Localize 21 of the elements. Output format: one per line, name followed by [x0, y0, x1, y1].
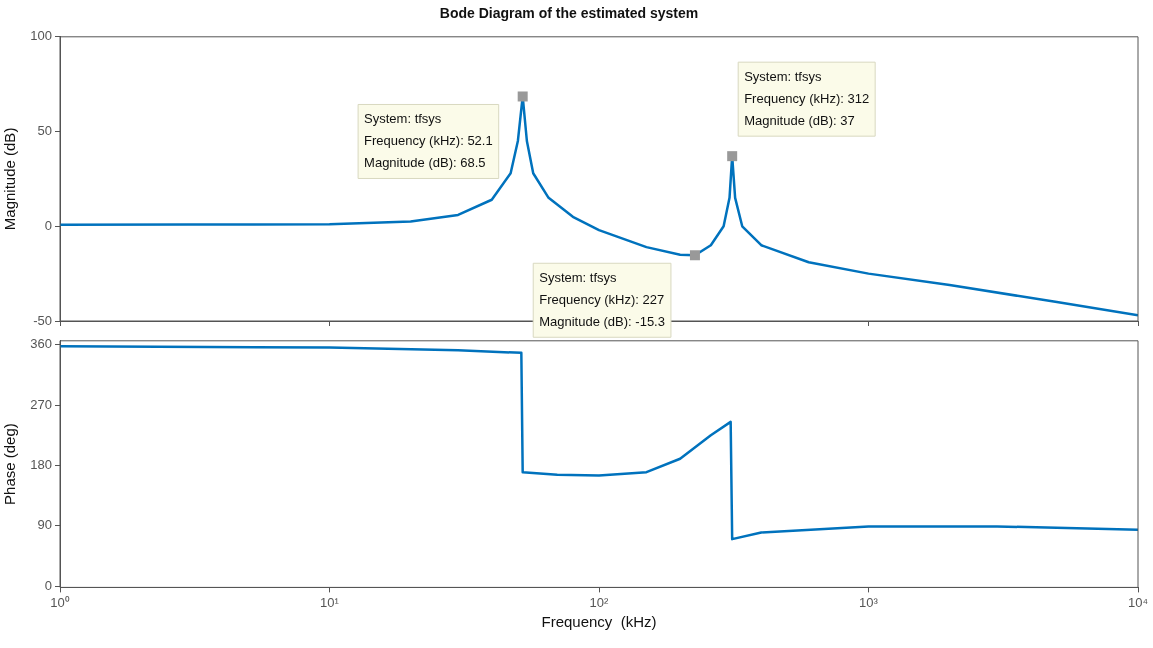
x-tick-label: 10²	[589, 594, 610, 610]
y-tick-label: -50	[33, 312, 52, 328]
annotation: System: tfsys Frequency (kHz): 52.1 Magnitude (dB): 68.5	[364, 111, 493, 171]
y-tick-label: 0	[44, 577, 52, 593]
y-tick-label: 50	[37, 123, 52, 139]
annotation: System: tfsys Frequency (kHz): 227 Magnitude (dB): -15.3	[539, 269, 665, 329]
x-tick-label: 10⁴	[1127, 594, 1149, 610]
y-axis-title: Magnitude (dB)	[1, 127, 19, 231]
y-tick-label: 360	[30, 336, 52, 352]
x-axis-title: Frequency (kHz)	[541, 613, 657, 631]
chart-title: Bode Diagram of the estimated system	[439, 5, 699, 22]
annotation: System: tfsys Frequency (kHz): 312 Magnitude (dB): 37	[744, 68, 870, 128]
x-tick-label: 10³	[859, 594, 879, 610]
x-tick-label: 10¹	[320, 594, 340, 610]
y-axis-title: Phase (deg)	[1, 423, 19, 505]
y-tick-label: 100	[30, 28, 52, 44]
y-tick-label: 270	[30, 396, 52, 412]
y-tick-label: 0	[44, 217, 52, 233]
y-tick-label: 180	[30, 457, 52, 473]
x-tick-label: 10⁰	[50, 594, 70, 610]
y-tick-label: 90	[37, 517, 52, 533]
